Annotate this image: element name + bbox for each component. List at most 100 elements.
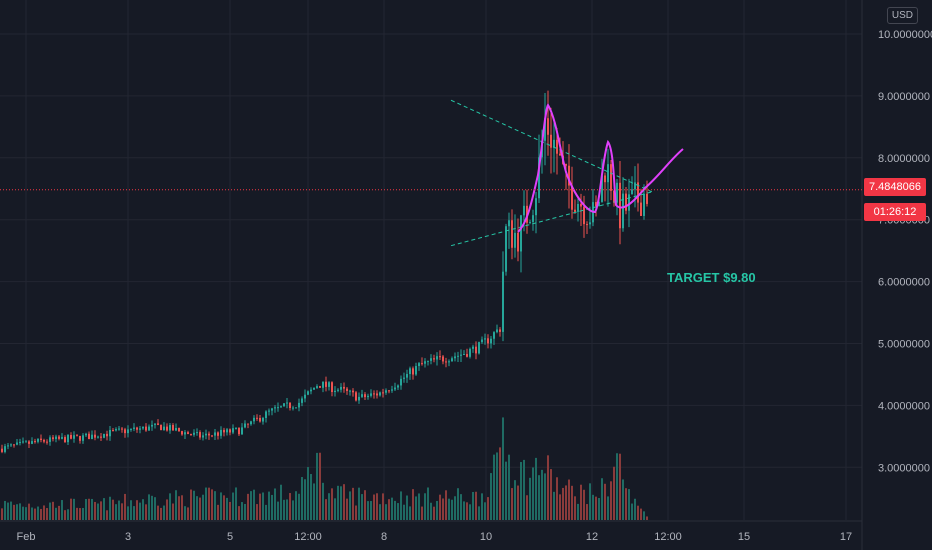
candle-body (199, 432, 201, 438)
volume-bar (427, 487, 429, 520)
volume-bar (445, 490, 447, 520)
candle-body (538, 157, 540, 199)
candle-body (406, 374, 408, 378)
candle-body (43, 439, 45, 442)
candle-body (631, 189, 633, 195)
volume-bar (268, 491, 270, 520)
candle-body (322, 381, 324, 388)
candle-body (499, 329, 501, 332)
volume-bar (226, 497, 228, 520)
volume-bar (229, 501, 231, 520)
volume-bar (574, 496, 576, 520)
currency-selector[interactable]: USD (886, 7, 918, 24)
volume-bar (13, 504, 15, 520)
volume-bar (340, 486, 342, 520)
candle-body (70, 434, 72, 439)
volume-bar (307, 467, 309, 520)
volume-bar (616, 453, 618, 520)
candle-body (34, 441, 36, 443)
candle-body (136, 427, 138, 430)
volume-bar (109, 496, 111, 520)
volume-bar (559, 494, 561, 520)
candle-body (289, 402, 291, 409)
candle-body (292, 407, 294, 409)
volume-bar (409, 506, 411, 520)
volume-bar (421, 506, 423, 520)
volume-bar (34, 508, 36, 520)
candle-body (340, 386, 342, 390)
candle-body (247, 423, 249, 425)
y-tick-label: 10.0000000 (878, 29, 932, 41)
volume-bar (244, 503, 246, 520)
candle-body (97, 436, 99, 438)
candle-body (94, 434, 96, 438)
candle-body (484, 338, 486, 340)
volume-bar (382, 493, 384, 520)
candle-body (421, 363, 423, 365)
candle-body (274, 407, 276, 409)
candle-body (532, 215, 534, 222)
candle-body (79, 435, 81, 441)
volume-bar (367, 501, 369, 520)
x-tick-label: 5 (227, 531, 233, 543)
volume-bar (571, 485, 573, 520)
volume-bar (487, 497, 489, 520)
volume-bar (295, 491, 297, 520)
candle-body (169, 425, 171, 431)
last-price-label: 7.4848066 (864, 178, 926, 196)
volume-bar (259, 493, 261, 520)
candle-body (550, 134, 552, 148)
volume-bar (175, 490, 177, 520)
volume-bar (418, 493, 420, 520)
y-tick-label: 6.0000000 (878, 277, 930, 289)
candle-body (178, 428, 180, 432)
volume-bar (520, 462, 522, 520)
candle-body (325, 381, 327, 387)
volume-bar (337, 485, 339, 520)
countdown-label: 01:26:12 (864, 203, 926, 221)
volume-bar (64, 510, 66, 520)
volume-bar (430, 502, 432, 520)
candle-body (7, 445, 9, 447)
candle-body (478, 342, 480, 354)
volume-bar (619, 453, 621, 520)
candle-body (262, 417, 264, 422)
candle-body (232, 428, 234, 433)
volume-bar (271, 494, 273, 520)
candle-body (469, 348, 471, 357)
candle-body (349, 390, 351, 392)
volume-bar (343, 484, 345, 520)
volume-bar (16, 504, 18, 520)
volume-bar (280, 484, 282, 520)
candle-body (451, 358, 453, 362)
candle-body (622, 193, 624, 229)
x-tick-label: 12:00 (294, 531, 322, 543)
volume-bar (583, 489, 585, 520)
candle-body (403, 377, 405, 379)
volume-bar (22, 506, 24, 520)
volume-bar (190, 489, 192, 520)
candle-body (583, 206, 585, 225)
candle-body (616, 182, 618, 203)
candle-body (460, 354, 462, 356)
candle-body (520, 215, 522, 252)
candle-body (415, 366, 417, 375)
candle-body (196, 432, 198, 434)
x-tick-label: 17 (840, 531, 852, 543)
candle-body (154, 423, 156, 425)
volume-bar (361, 494, 363, 520)
volume-bar (199, 497, 201, 520)
volume-bar (316, 452, 318, 520)
volume-bar (511, 488, 513, 520)
volume-bar (208, 487, 210, 520)
candle-body (181, 431, 183, 435)
candle-body (235, 427, 237, 429)
candle-body (313, 387, 315, 390)
candle-body (472, 346, 474, 349)
candle-body (256, 417, 258, 419)
volume-bar (10, 501, 12, 520)
candle-body (226, 429, 228, 433)
volume-bar (193, 490, 195, 520)
